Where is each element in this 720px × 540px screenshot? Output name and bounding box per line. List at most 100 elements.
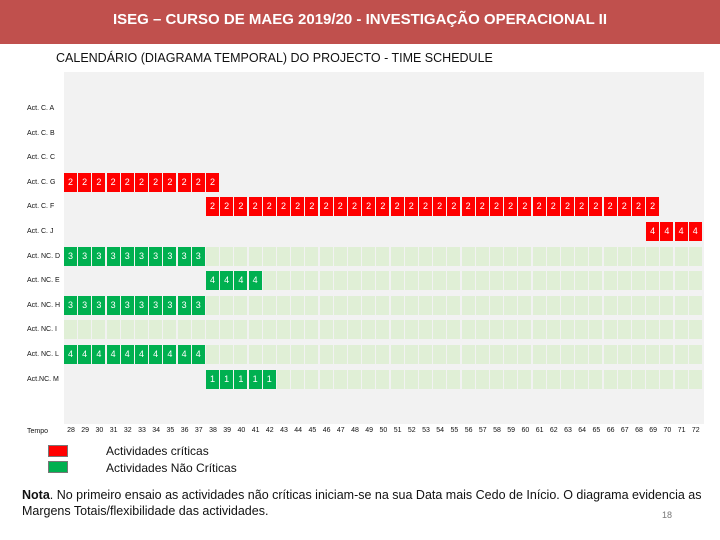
slack-cell xyxy=(518,246,532,266)
slack-cell xyxy=(490,369,503,389)
slack-cell xyxy=(191,320,205,340)
slack-cell xyxy=(220,320,234,340)
time-tick: 60 xyxy=(521,427,530,434)
noncritical-cell: 3 xyxy=(191,246,205,266)
slack-cell xyxy=(447,271,461,291)
slack-cell xyxy=(248,320,262,340)
slack-cell xyxy=(475,295,489,315)
slack-cell xyxy=(305,295,319,315)
slack-cell xyxy=(376,345,390,364)
slack-cell xyxy=(447,369,461,389)
slack-cell xyxy=(291,246,305,266)
slack-cell xyxy=(234,295,248,315)
slack-cell xyxy=(632,295,645,315)
slack-cell xyxy=(475,271,489,291)
slack-cell xyxy=(277,320,290,340)
slack-cell xyxy=(504,295,518,315)
critical-cell: 2 xyxy=(646,197,660,217)
time-tick: 43 xyxy=(280,427,288,434)
time-tick: 33 xyxy=(138,427,146,434)
slack-cell xyxy=(532,369,546,389)
slack-cell xyxy=(433,320,447,340)
slack-cell xyxy=(262,246,276,266)
footnote-bold: Nota xyxy=(22,488,50,502)
slack-cell xyxy=(632,246,645,266)
time-tick: 48 xyxy=(351,427,359,434)
critical-cell: 2 xyxy=(362,197,376,217)
critical-cell: 4 xyxy=(688,222,702,241)
critical-cell: 2 xyxy=(220,197,234,217)
slack-cell xyxy=(404,369,418,389)
time-tick: 56 xyxy=(464,427,473,434)
row-label: Act. C. C xyxy=(27,154,56,162)
noncritical-cell: 4 xyxy=(220,271,234,291)
noncritical-cell: 3 xyxy=(177,246,191,266)
slack-cell xyxy=(632,345,645,364)
time-tick: 30 xyxy=(95,427,104,434)
noncritical-cell: 4 xyxy=(248,271,262,291)
time-tick: 49 xyxy=(365,427,374,434)
time-tick: 57 xyxy=(478,427,487,434)
slack-cell xyxy=(291,345,305,364)
slack-cell xyxy=(376,246,390,266)
critical-cell: 2 xyxy=(319,197,333,217)
critical-cell: 2 xyxy=(291,197,305,217)
slack-cell xyxy=(248,295,262,315)
noncritical-cell: 3 xyxy=(78,295,92,315)
slack-cell xyxy=(177,320,191,340)
slack-cell xyxy=(617,369,631,389)
noncritical-cell: 3 xyxy=(149,246,163,266)
critical-cell: 2 xyxy=(234,197,248,217)
slack-cell xyxy=(589,246,603,266)
slack-cell xyxy=(561,369,574,389)
slack-cell xyxy=(390,345,404,364)
time-tick: 29 xyxy=(81,427,90,434)
time-tick: 51 xyxy=(393,427,402,434)
slack-cell xyxy=(419,295,432,315)
noncritical-cell: 3 xyxy=(163,246,177,266)
noncritical-cell: 1 xyxy=(206,369,219,389)
slack-cell xyxy=(532,320,546,340)
noncritical-cell: 4 xyxy=(234,271,248,291)
slack-cell xyxy=(674,295,688,315)
slack-cell xyxy=(447,345,461,364)
slack-cell xyxy=(461,369,475,389)
slack-cell xyxy=(688,271,702,291)
slack-cell xyxy=(277,369,290,389)
noncritical-cell: 4 xyxy=(92,345,106,364)
slack-cell xyxy=(305,320,319,340)
slack-cell xyxy=(475,345,489,364)
row-label: Act. C. F xyxy=(27,203,55,211)
critical-cell: 2 xyxy=(532,197,546,217)
slack-cell xyxy=(234,345,248,364)
slack-cell xyxy=(490,246,503,266)
time-tick: 67 xyxy=(620,427,629,434)
slack-cell xyxy=(504,246,518,266)
slack-cell xyxy=(674,271,688,291)
slack-cell xyxy=(447,246,461,266)
noncritical-cell: 3 xyxy=(92,246,106,266)
slack-cell xyxy=(262,295,276,315)
slack-cell xyxy=(333,271,347,291)
slack-cell xyxy=(475,369,489,389)
critical-cell: 2 xyxy=(277,197,290,217)
slack-cell xyxy=(546,369,560,389)
noncritical-cell: 3 xyxy=(92,295,106,315)
noncritical-cell: 1 xyxy=(262,369,276,389)
slack-cell xyxy=(234,246,248,266)
noncritical-cell: 4 xyxy=(163,345,177,364)
critical-cell: 2 xyxy=(404,197,418,217)
slack-cell xyxy=(546,345,560,364)
slack-cell xyxy=(561,320,574,340)
time-tick: 55 xyxy=(450,427,459,434)
row-label: Act.NC. M xyxy=(27,375,59,383)
slack-cell xyxy=(589,320,603,340)
time-tick: 70 xyxy=(663,427,672,434)
slack-cell xyxy=(333,369,347,389)
slack-cell xyxy=(291,320,305,340)
time-tick: 63 xyxy=(564,427,572,434)
slack-cell xyxy=(532,271,546,291)
slack-cell xyxy=(390,295,404,315)
slack-cell xyxy=(632,320,645,340)
